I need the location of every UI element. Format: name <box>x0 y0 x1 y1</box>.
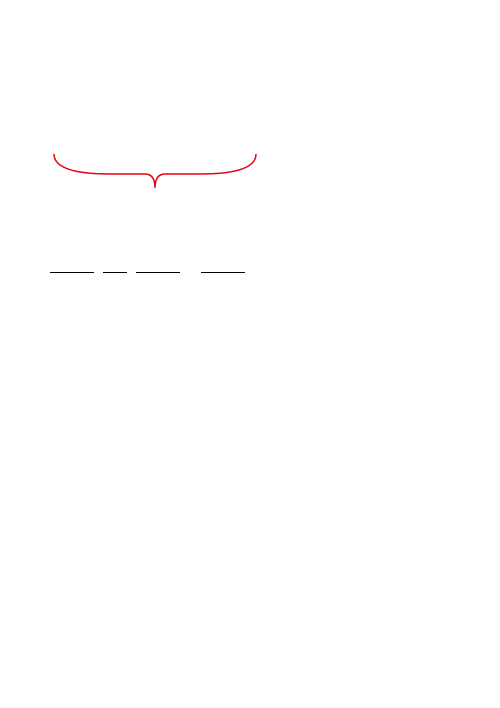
blank-1[interactable] <box>50 260 94 273</box>
fill-q4-row1 <box>50 310 450 329</box>
mc-options-row <box>50 40 450 59</box>
fill-q4-row2 <box>50 341 450 360</box>
butterfly-figure <box>50 106 310 236</box>
fill-q5-row <box>50 374 450 393</box>
bracket-icon <box>50 146 260 206</box>
blank-2[interactable] <box>136 260 180 273</box>
blank-3[interactable] <box>201 260 245 273</box>
mc-q6-options <box>50 73 450 92</box>
equation-blanks <box>50 260 450 279</box>
blank-op1[interactable] <box>103 260 127 273</box>
